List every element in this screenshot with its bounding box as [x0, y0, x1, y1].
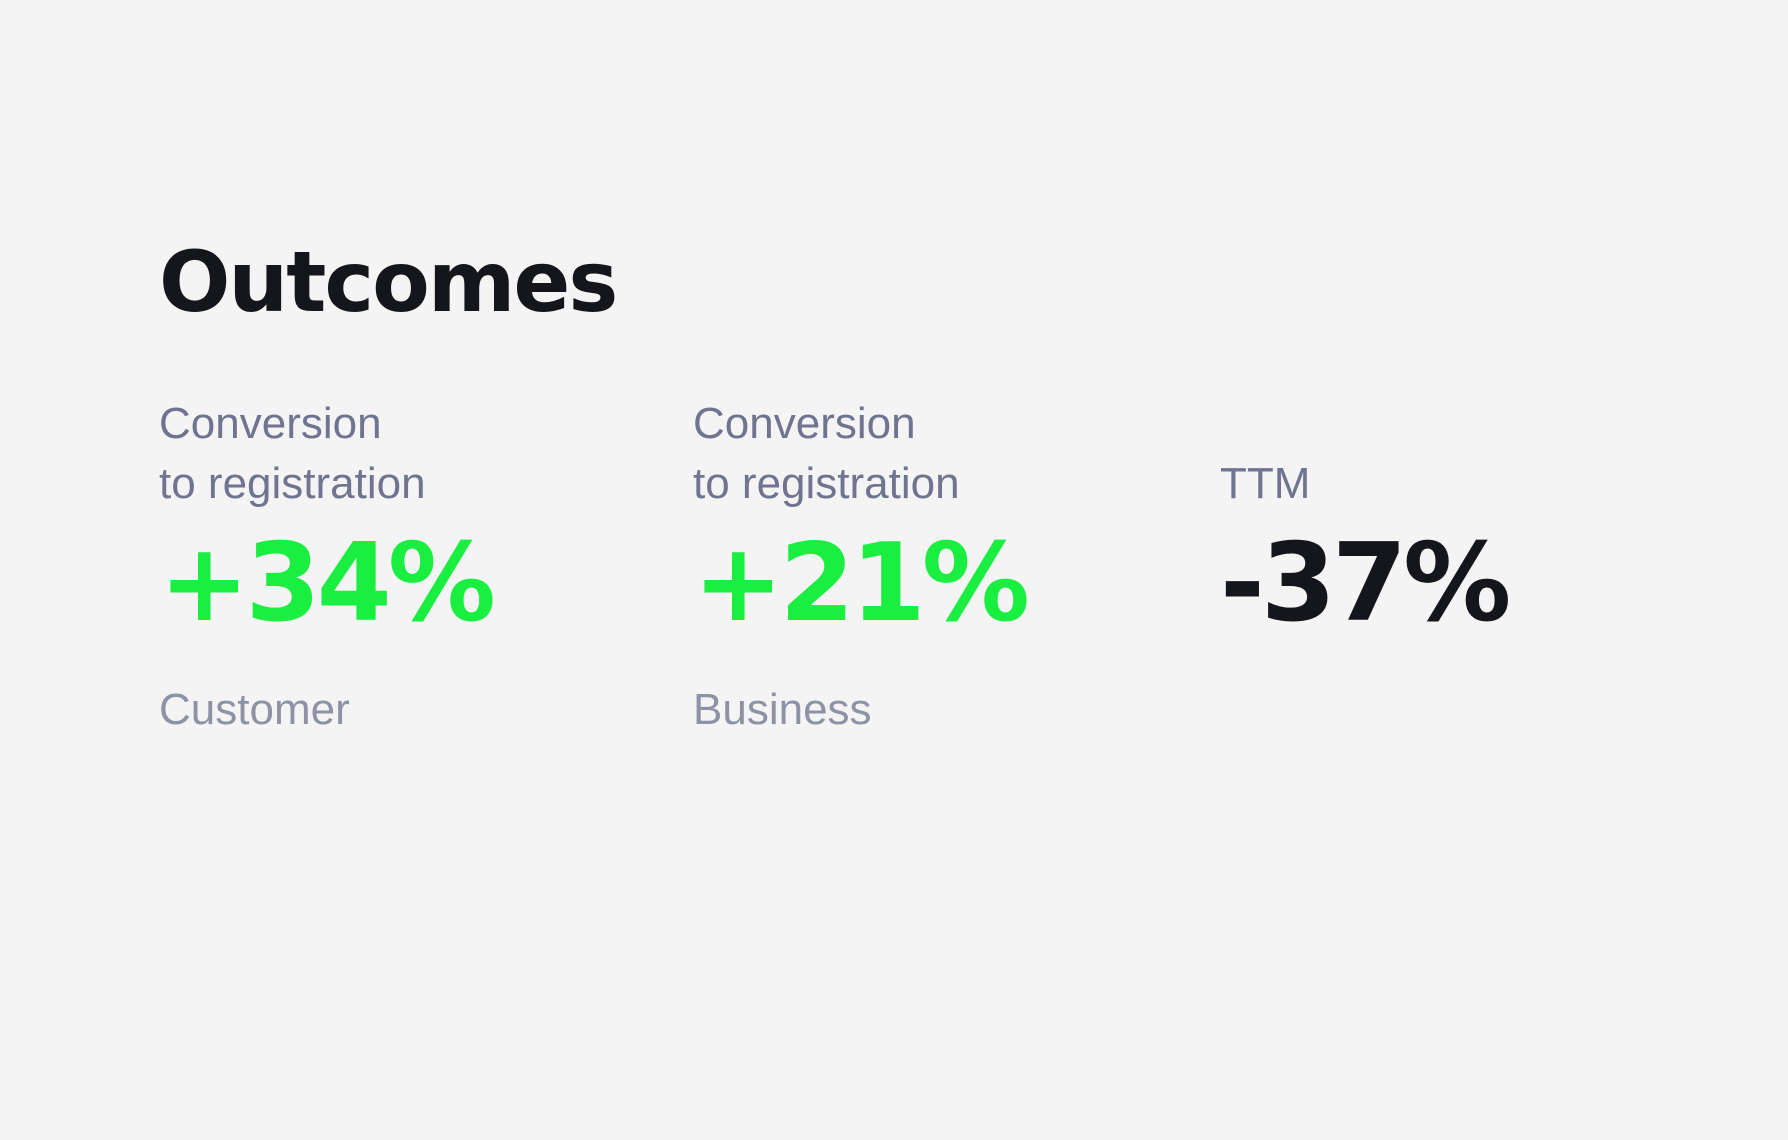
metric-value: -37%	[1220, 521, 1511, 646]
metric-value: +34%	[159, 521, 496, 646]
metric-label-line: Conversion	[693, 399, 916, 448]
metric-label: TTM	[1220, 392, 1700, 514]
metric-ttm: TTM -37%	[1220, 392, 1700, 644]
metric-label-line: to registration	[693, 459, 960, 508]
metric-caption: Customer	[159, 685, 350, 734]
page-title: Outcomes	[159, 233, 618, 331]
metric-business-conversion: Conversion to registration +21% Business	[693, 392, 1173, 740]
metric-label: Conversion to registration	[159, 392, 639, 514]
metric-label-line: TTM	[1220, 459, 1311, 508]
metric-caption: Business	[693, 685, 872, 734]
metric-customer-conversion: Conversion to registration +34% Customer	[159, 392, 639, 740]
metric-label-line: Conversion	[159, 399, 382, 448]
metric-value: +21%	[693, 521, 1030, 646]
metric-label-line: to registration	[159, 459, 426, 508]
metric-label: Conversion to registration	[693, 392, 1173, 514]
